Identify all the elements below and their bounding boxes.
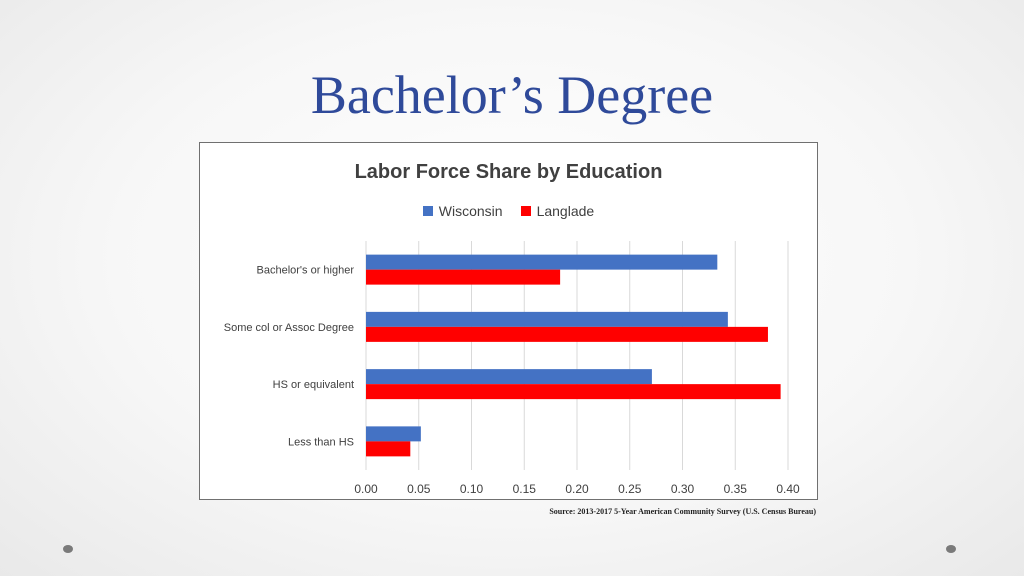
slide-title: Bachelor’s Degree [310, 65, 714, 125]
x-tick-label-8: 0.40 [776, 482, 800, 496]
category-label-2: HS or equivalent [273, 379, 354, 391]
bar-wisconsin-1 [366, 311, 728, 327]
bar-langlade-2 [366, 384, 781, 400]
category-label-1: Some col or Assoc Degree [224, 322, 354, 334]
x-tick-label-6: 0.30 [671, 482, 695, 496]
chart-legend: Wisconsin Langlade [200, 203, 817, 219]
x-tick-label-5: 0.25 [618, 482, 642, 496]
legend-item-langlade: Langlade [520, 203, 595, 219]
x-tick-label-2: 0.10 [460, 482, 484, 496]
x-tick-label-4: 0.20 [565, 482, 589, 496]
category-label-0: Bachelor's or higher [257, 265, 355, 277]
bar-wisconsin-0 [366, 254, 718, 270]
bar-wisconsin-3 [366, 426, 421, 442]
source-note: Source: 2013-2017 5-Year American Commun… [549, 507, 816, 516]
legend-label-wisconsin: Wisconsin [438, 203, 503, 219]
legend-swatch-wisconsin [422, 206, 433, 216]
category-label-3: Less than HS [288, 436, 354, 448]
bar-langlade-0 [366, 269, 561, 285]
corner-dot-left [63, 545, 73, 553]
x-tick-label-3: 0.15 [513, 482, 537, 496]
corner-dot-right [946, 545, 956, 553]
legend-item-wisconsin: Wisconsin [422, 203, 503, 219]
legend-swatch-langlade [520, 206, 531, 216]
bar-langlade-3 [366, 441, 411, 457]
x-tick-label-1: 0.05 [407, 482, 431, 496]
bar-langlade-1 [366, 326, 768, 342]
x-tick-label-7: 0.35 [724, 482, 748, 496]
chart-container: Labor Force Share by Education Wisconsin… [199, 142, 818, 500]
chart-title: Labor Force Share by Education [354, 161, 663, 183]
legend-label-langlade: Langlade [536, 203, 595, 219]
bar-wisconsin-2 [366, 369, 652, 385]
x-tick-label-0: 0.00 [354, 482, 378, 496]
bar-chart-plot: 0.00 0.05 0.10 0.15 0.20 0.25 0.30 0.35 0.40 Bach… [224, 241, 800, 496]
